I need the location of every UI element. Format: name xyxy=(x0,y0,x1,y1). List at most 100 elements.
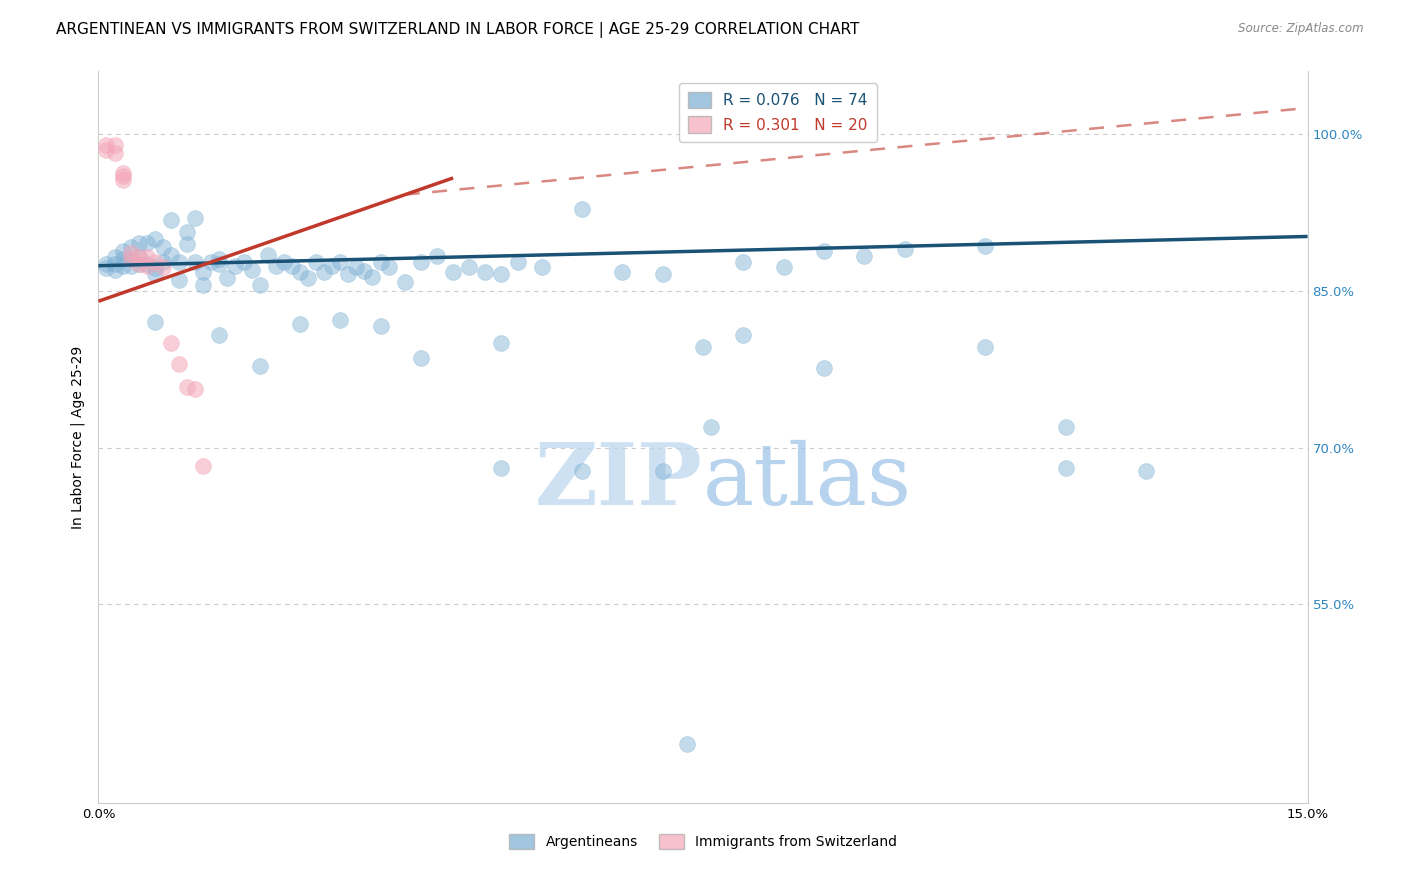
Point xyxy=(143,231,166,245)
Point xyxy=(491,267,513,281)
Point xyxy=(208,252,231,267)
Point xyxy=(329,313,352,327)
Point xyxy=(474,265,496,279)
Point xyxy=(370,319,392,334)
Point xyxy=(111,166,134,180)
Point xyxy=(329,254,352,268)
Point xyxy=(135,235,157,250)
Point xyxy=(143,254,166,268)
Point xyxy=(217,271,239,285)
Point xyxy=(135,259,157,273)
Point xyxy=(813,361,835,376)
Point xyxy=(506,254,529,268)
Point xyxy=(733,254,755,268)
Point xyxy=(273,254,295,268)
Point xyxy=(491,336,513,351)
Point xyxy=(96,257,118,271)
Point xyxy=(426,249,449,263)
Point xyxy=(160,336,183,351)
Point xyxy=(135,251,157,265)
Point xyxy=(224,259,246,273)
Point xyxy=(409,351,432,365)
Point xyxy=(1054,461,1077,475)
Point xyxy=(167,273,190,287)
Point xyxy=(530,260,553,274)
Point xyxy=(813,244,835,258)
Point xyxy=(441,265,464,279)
Point xyxy=(974,340,997,354)
Point xyxy=(853,249,876,263)
Point xyxy=(103,251,125,265)
Point xyxy=(491,461,513,475)
Point xyxy=(249,277,271,292)
Point xyxy=(128,251,150,265)
Point xyxy=(344,260,367,274)
Point xyxy=(176,225,198,239)
Point xyxy=(353,264,375,278)
Point xyxy=(128,257,150,271)
Point xyxy=(1054,419,1077,434)
Point xyxy=(676,737,699,751)
Point xyxy=(612,265,634,279)
Point xyxy=(96,260,118,275)
Y-axis label: In Labor Force | Age 25-29: In Labor Force | Age 25-29 xyxy=(70,345,84,529)
Point xyxy=(651,267,673,281)
Point xyxy=(394,276,416,290)
Point xyxy=(1135,463,1157,477)
Point xyxy=(305,254,328,268)
Point xyxy=(120,240,142,254)
Point xyxy=(128,251,150,265)
Point xyxy=(143,267,166,281)
Point xyxy=(249,359,271,373)
Point xyxy=(120,246,142,260)
Point xyxy=(152,240,174,254)
Point xyxy=(240,263,263,277)
Point xyxy=(700,419,723,434)
Point xyxy=(297,271,319,285)
Point xyxy=(893,242,915,256)
Point xyxy=(337,267,360,281)
Point xyxy=(111,259,134,273)
Point xyxy=(143,315,166,329)
Point xyxy=(200,254,222,268)
Point xyxy=(692,340,714,354)
Point xyxy=(103,257,125,271)
Point xyxy=(111,169,134,183)
Point xyxy=(152,260,174,274)
Point xyxy=(208,257,231,271)
Point xyxy=(193,459,215,474)
Point xyxy=(120,252,142,267)
Point xyxy=(321,259,343,273)
Point xyxy=(264,259,287,273)
Point xyxy=(167,357,190,371)
Point xyxy=(288,317,311,331)
Point xyxy=(370,254,392,268)
Point xyxy=(458,260,481,274)
Legend: Argentineans, Immigrants from Switzerland: Argentineans, Immigrants from Switzerlan… xyxy=(503,828,903,855)
Point xyxy=(193,277,215,292)
Point xyxy=(96,137,118,152)
Point xyxy=(111,252,134,267)
Point xyxy=(377,260,399,274)
Point xyxy=(772,260,794,274)
Point xyxy=(160,248,183,262)
Point xyxy=(176,380,198,394)
Point xyxy=(96,143,118,157)
Point xyxy=(111,173,134,187)
Point xyxy=(281,259,304,273)
Point xyxy=(184,211,207,225)
Point xyxy=(128,257,150,271)
Point xyxy=(160,212,183,227)
Point xyxy=(176,236,198,251)
Point xyxy=(733,327,755,342)
Point xyxy=(120,252,142,267)
Point xyxy=(288,265,311,279)
Text: ZIP: ZIP xyxy=(536,439,703,523)
Point xyxy=(103,137,125,152)
Point xyxy=(135,257,157,271)
Point xyxy=(314,265,336,279)
Point xyxy=(193,265,215,279)
Point xyxy=(208,327,231,342)
Point xyxy=(103,263,125,277)
Point xyxy=(184,382,207,396)
